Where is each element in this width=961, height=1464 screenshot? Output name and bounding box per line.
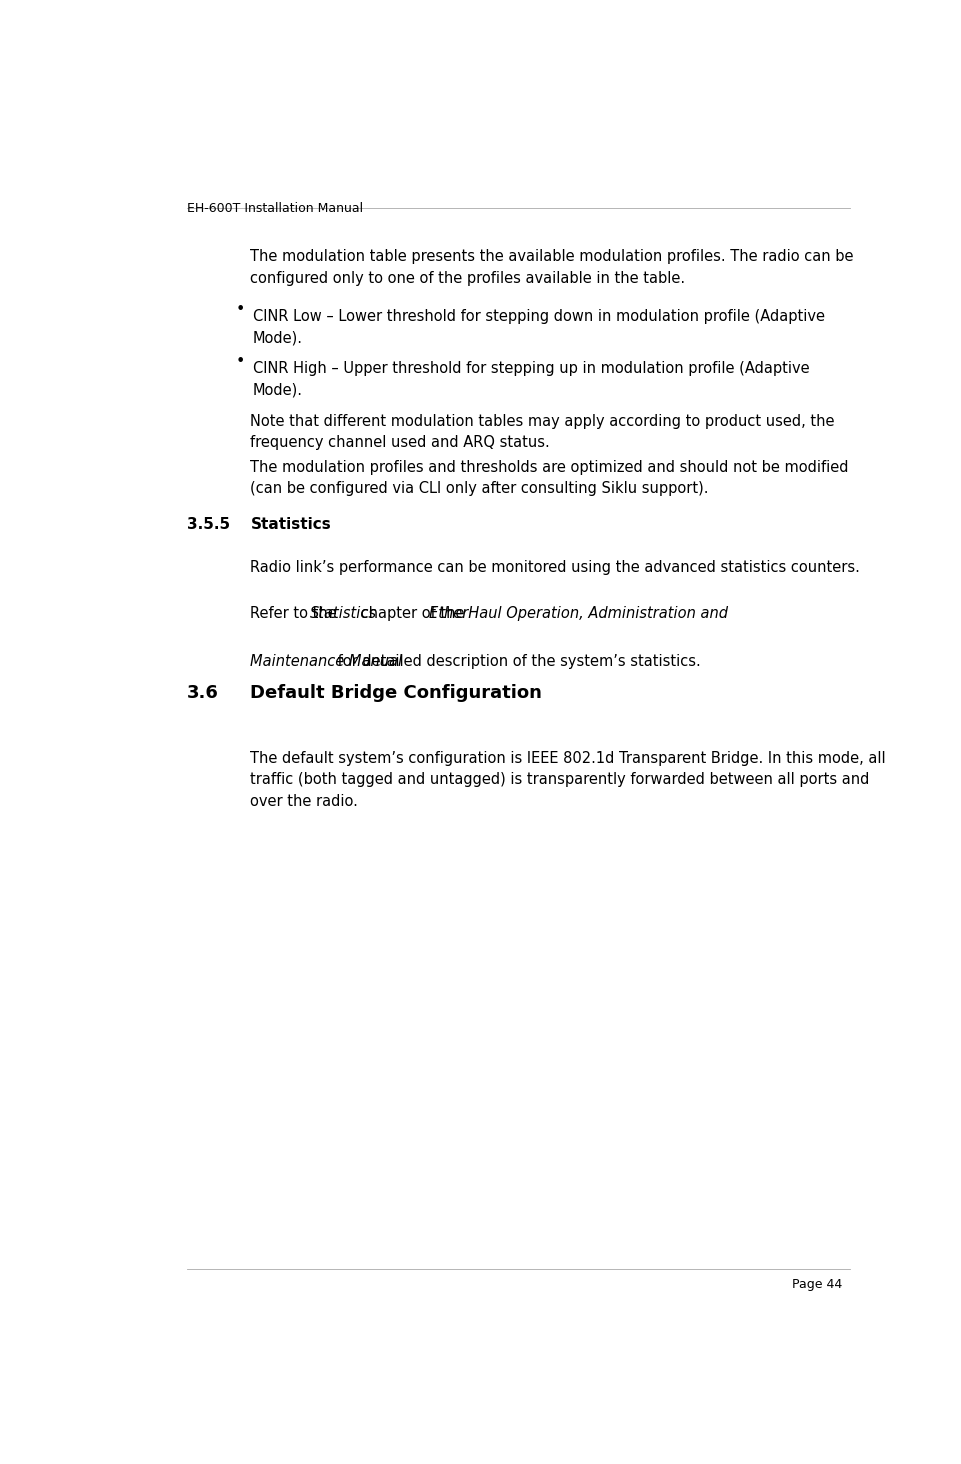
Text: chapter of the: chapter of the [356,606,469,621]
Text: EH-600T Installation Manual: EH-600T Installation Manual [187,202,363,215]
Text: Maintenance Manual: Maintenance Manual [251,653,403,669]
Text: The modulation profiles and thresholds are optimized and should not be modified
: The modulation profiles and thresholds a… [251,460,849,496]
Text: Note that different modulation tables may apply according to product used, the
f: Note that different modulation tables ma… [251,413,835,449]
Text: The modulation table presents the available modulation profiles. The radio can b: The modulation table presents the availa… [251,249,854,285]
Text: 3.5.5: 3.5.5 [187,517,231,533]
Text: The default system’s configuration is IEEE 802.1d Transparent Bridge. In this mo: The default system’s configuration is IE… [251,751,886,808]
Text: •: • [235,354,245,369]
Text: Statistics: Statistics [251,517,332,533]
Text: CINR High – Upper threshold for stepping up in modulation profile (Adaptive
Mode: CINR High – Upper threshold for stepping… [253,360,809,397]
Text: Default Bridge Configuration: Default Bridge Configuration [251,684,542,703]
Text: •: • [235,302,245,316]
Text: for detailed description of the system’s statistics.: for detailed description of the system’s… [333,653,701,669]
Text: Refer to the: Refer to the [251,606,342,621]
Text: 3.6: 3.6 [187,684,219,703]
Text: Radio link’s performance can be monitored using the advanced statistics counters: Radio link’s performance can be monitore… [251,561,860,575]
Text: Statistics: Statistics [310,606,377,621]
Text: CINR Low – Lower threshold for stepping down in modulation profile (Adaptive
Mod: CINR Low – Lower threshold for stepping … [253,309,825,346]
Text: EtherHaul Operation, Administration and: EtherHaul Operation, Administration and [430,606,728,621]
Text: Page 44: Page 44 [792,1278,843,1291]
